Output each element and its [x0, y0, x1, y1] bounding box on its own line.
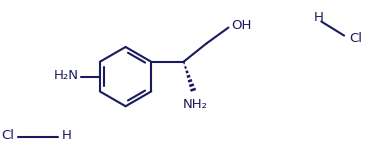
Text: H: H	[313, 11, 323, 24]
Text: OH: OH	[232, 19, 252, 32]
Text: H₂N: H₂N	[54, 69, 79, 82]
Text: Cl: Cl	[349, 32, 362, 45]
Text: H: H	[62, 129, 71, 142]
Text: Cl: Cl	[1, 129, 14, 142]
Text: NH₂: NH₂	[182, 97, 207, 111]
